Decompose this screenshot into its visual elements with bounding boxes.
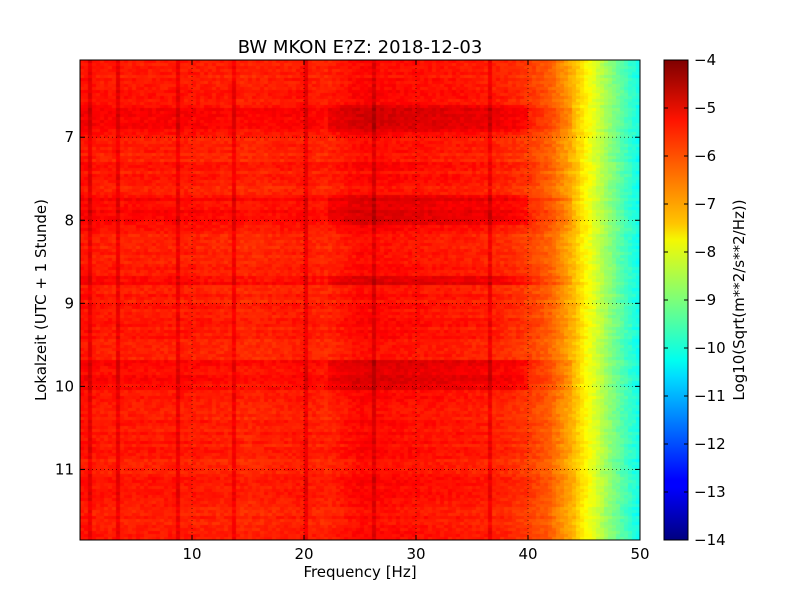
colorbar-axis: −4 −5 −6 −7 −8 −9 −10 −11 −12 −13 −14 — [664, 51, 726, 549]
colorbar-tick-label: −8 — [694, 243, 716, 261]
x-tick-label: 30 — [406, 545, 425, 563]
chart-title: BW MKON E?Z: 2018-12-03 — [238, 37, 483, 58]
x-axis-label: Frequency [Hz] — [303, 563, 416, 581]
y-tick-label: 7 — [64, 128, 74, 146]
spectrogram-heatmap — [80, 60, 640, 540]
colorbar-tick-label: −7 — [694, 195, 716, 213]
y-tick-label: 11 — [55, 460, 74, 478]
y-tick-label: 10 — [55, 377, 74, 395]
x-tick-label: 40 — [518, 545, 537, 563]
colorbar-tick-label: −4 — [694, 51, 716, 69]
plot-frame — [79, 59, 641, 541]
x-tick-label: 10 — [182, 545, 201, 563]
colorbar-tick-label: −12 — [694, 435, 726, 453]
colorbar-tick-label: −10 — [694, 339, 726, 357]
colorbar-tick-label: −5 — [694, 99, 716, 117]
x-tick-label: 50 — [630, 545, 649, 563]
colorbar-tick-label: −13 — [694, 483, 726, 501]
y-axis-label: Lokalzeit (UTC + 1 Stunde) — [32, 199, 50, 401]
colorbar-tick-label: −11 — [694, 387, 726, 405]
y-tick-label: 8 — [64, 211, 74, 229]
y-tick-label: 9 — [64, 294, 74, 312]
y-axis: 7 8 9 10 11 — [55, 128, 640, 478]
x-axis: 10 20 30 40 50 — [182, 60, 650, 563]
spectrogram-image — [80, 60, 640, 540]
colorbar-tick-label: −14 — [694, 531, 726, 549]
colorbar-tick-label: −9 — [694, 291, 716, 309]
x-tick-label: 20 — [294, 545, 313, 563]
colorbar-label: Log10(Sqrt(m**2/s**2/Hz)) — [730, 199, 748, 400]
colorbar-tick-label: −6 — [694, 147, 716, 165]
grid-lines — [80, 60, 640, 540]
